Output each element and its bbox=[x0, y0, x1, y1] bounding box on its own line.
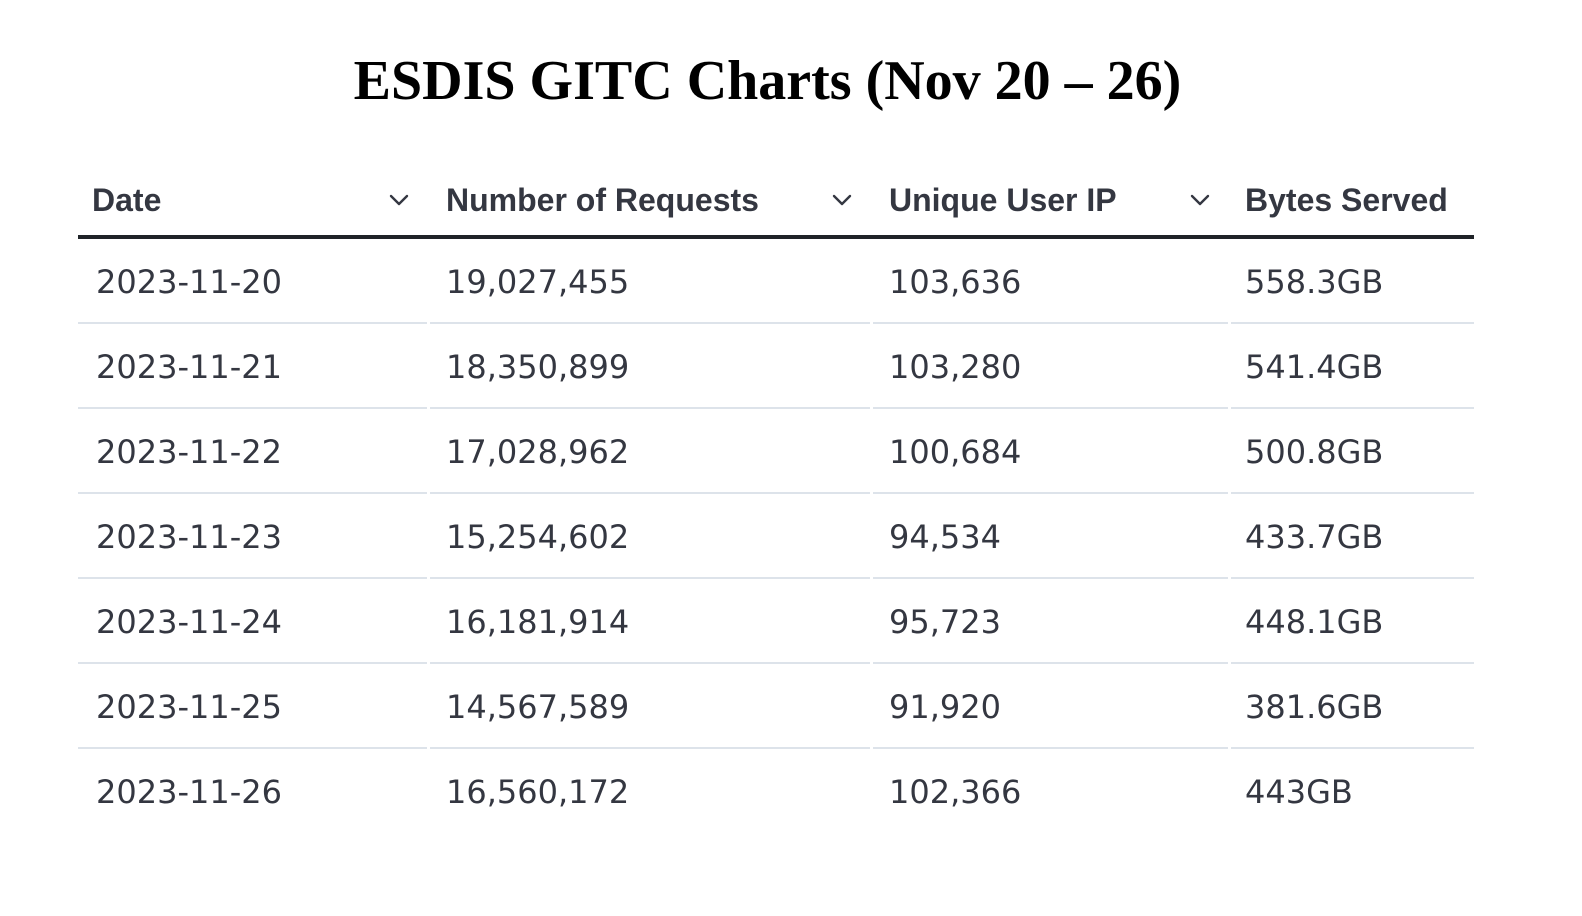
column-header-bytes-served[interactable]: Bytes Served bbox=[1231, 165, 1474, 235]
row-divider bbox=[78, 407, 1474, 409]
table-row: 2023-11-21 18,350,899 103,280 541.4GB bbox=[78, 324, 1474, 409]
chevron-down-icon[interactable] bbox=[382, 183, 416, 217]
cell-unique-user-ip: 95,723 bbox=[889, 602, 1001, 641]
cell-unique-user-ip: 102,366 bbox=[889, 772, 1022, 811]
cell-date: 2023-11-25 bbox=[96, 687, 282, 726]
column-header-label: Bytes Served bbox=[1245, 181, 1448, 218]
table-header: Date Number of Requests Unique User IP B… bbox=[78, 165, 1474, 239]
column-header-number-of-requests[interactable]: Number of Requests bbox=[430, 165, 873, 235]
cell-unique-user-ip: 103,636 bbox=[889, 262, 1022, 301]
cell-bytes-served: 433.7GB bbox=[1245, 517, 1384, 556]
cell-number-of-requests: 17,028,962 bbox=[446, 432, 630, 471]
cell-number-of-requests: 14,567,589 bbox=[446, 687, 630, 726]
table-row: 2023-11-20 19,027,455 103,636 558.3GB bbox=[78, 239, 1474, 324]
cell-date: 2023-11-20 bbox=[96, 262, 282, 301]
table-row: 2023-11-23 15,254,602 94,534 433.7GB bbox=[78, 494, 1474, 579]
cell-unique-user-ip: 94,534 bbox=[889, 517, 1001, 556]
cell-bytes-served: 500.8GB bbox=[1245, 432, 1384, 471]
cell-bytes-served: 541.4GB bbox=[1245, 347, 1384, 386]
cell-bytes-served: 443GB bbox=[1245, 772, 1353, 811]
table-row: 2023-11-24 16,181,914 95,723 448.1GB bbox=[78, 579, 1474, 664]
table-row: 2023-11-25 14,567,589 91,920 381.6GB bbox=[78, 664, 1474, 749]
cell-number-of-requests: 18,350,899 bbox=[446, 347, 630, 386]
column-header-label: Date bbox=[92, 181, 162, 218]
cell-number-of-requests: 16,181,914 bbox=[446, 602, 630, 641]
row-divider bbox=[78, 577, 1474, 579]
cell-bytes-served: 381.6GB bbox=[1245, 687, 1384, 726]
cell-number-of-requests: 16,560,172 bbox=[446, 772, 630, 811]
table-row: 2023-11-22 17,028,962 100,684 500.8GB bbox=[78, 409, 1474, 494]
cell-number-of-requests: 15,254,602 bbox=[446, 517, 630, 556]
row-divider bbox=[78, 322, 1474, 324]
table-row: 2023-11-26 16,560,172 102,366 443GB bbox=[78, 749, 1474, 834]
cell-unique-user-ip: 103,280 bbox=[889, 347, 1022, 386]
row-divider bbox=[78, 492, 1474, 494]
table-body: 2023-11-20 19,027,455 103,636 558.3GB 2023-1… bbox=[78, 239, 1474, 834]
cell-unique-user-ip: 100,684 bbox=[889, 432, 1022, 471]
column-header-unique-user-ip[interactable]: Unique User IP bbox=[873, 165, 1231, 235]
cell-bytes-served: 558.3GB bbox=[1245, 262, 1384, 301]
cell-unique-user-ip: 91,920 bbox=[889, 687, 1001, 726]
cell-bytes-served: 448.1GB bbox=[1245, 602, 1384, 641]
data-table: Date Number of Requests Unique User IP B… bbox=[78, 165, 1474, 834]
cell-date: 2023-11-21 bbox=[96, 347, 282, 386]
chevron-down-icon[interactable] bbox=[825, 183, 859, 217]
row-divider bbox=[78, 747, 1474, 749]
chevron-down-icon[interactable] bbox=[1183, 183, 1217, 217]
cell-date: 2023-11-26 bbox=[96, 772, 282, 811]
row-divider bbox=[78, 662, 1474, 664]
cell-date: 2023-11-24 bbox=[96, 602, 282, 641]
page-title: ESDIS GITC Charts (Nov 20 – 26) bbox=[353, 50, 1182, 112]
column-header-date[interactable]: Date bbox=[78, 165, 430, 235]
cell-date: 2023-11-23 bbox=[96, 517, 282, 556]
cell-number-of-requests: 19,027,455 bbox=[446, 262, 630, 301]
cell-date: 2023-11-22 bbox=[96, 432, 282, 471]
column-header-label: Number of Requests bbox=[446, 181, 759, 218]
column-header-label: Unique User IP bbox=[889, 181, 1117, 218]
